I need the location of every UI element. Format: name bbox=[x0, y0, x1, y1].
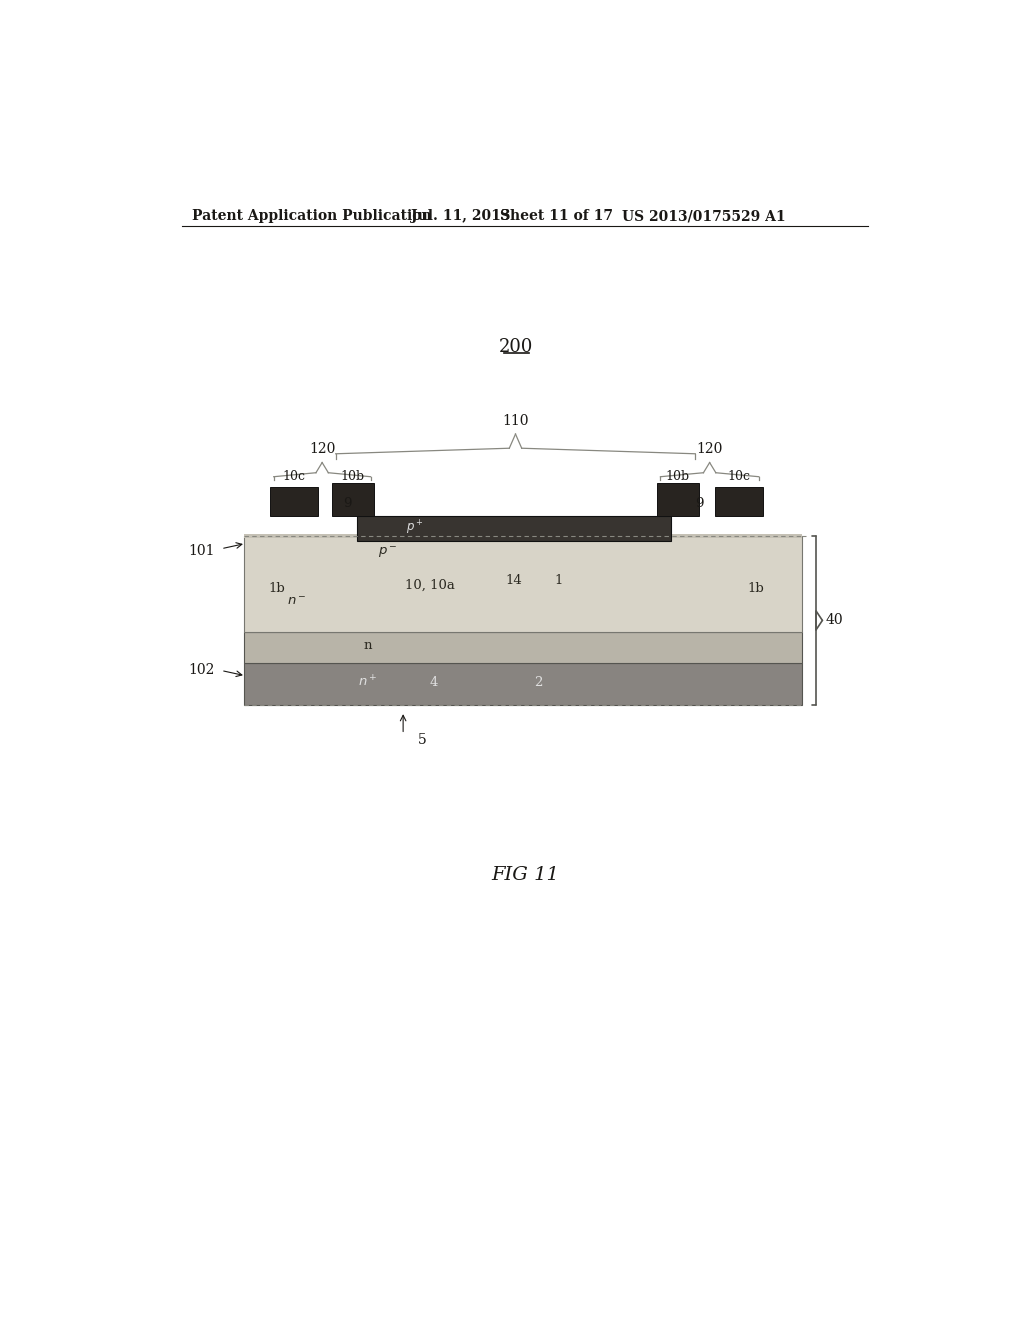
Text: 5: 5 bbox=[418, 733, 427, 747]
Text: FIG 11: FIG 11 bbox=[490, 866, 559, 883]
Text: 10c: 10c bbox=[283, 470, 305, 483]
Text: Sheet 11 of 17: Sheet 11 of 17 bbox=[500, 209, 613, 223]
Text: $p^+$: $p^+$ bbox=[406, 519, 424, 537]
Text: $p^-$: $p^-$ bbox=[378, 545, 397, 561]
Text: Patent Application Publication: Patent Application Publication bbox=[191, 209, 431, 223]
Text: 40: 40 bbox=[825, 614, 843, 627]
Text: 120: 120 bbox=[696, 442, 723, 457]
Text: $n^+$: $n^+$ bbox=[358, 675, 378, 689]
Text: 9: 9 bbox=[343, 496, 351, 510]
Bar bbox=[245, 663, 802, 705]
Text: 2: 2 bbox=[535, 676, 543, 689]
Bar bbox=[332, 483, 375, 516]
Bar bbox=[270, 487, 317, 516]
Text: 4: 4 bbox=[430, 676, 438, 689]
Text: 10c: 10c bbox=[727, 470, 751, 483]
Text: US 2013/0175529 A1: US 2013/0175529 A1 bbox=[623, 209, 786, 223]
Text: Jul. 11, 2013: Jul. 11, 2013 bbox=[411, 209, 510, 223]
Text: 1: 1 bbox=[554, 574, 562, 587]
Text: 10, 10a: 10, 10a bbox=[406, 579, 456, 593]
Text: n: n bbox=[364, 639, 373, 652]
Text: 10b: 10b bbox=[341, 470, 365, 483]
Text: 1b: 1b bbox=[748, 582, 764, 594]
Text: $n^-$: $n^-$ bbox=[287, 594, 307, 607]
Text: 14: 14 bbox=[506, 574, 522, 587]
Text: 10b: 10b bbox=[666, 470, 689, 483]
Text: 102: 102 bbox=[188, 664, 215, 677]
Bar bbox=[245, 632, 802, 663]
Text: 101: 101 bbox=[188, 544, 215, 558]
Bar bbox=[245, 536, 802, 632]
Text: 120: 120 bbox=[309, 442, 335, 457]
Bar bbox=[356, 516, 671, 541]
Bar bbox=[656, 483, 699, 516]
Text: 9: 9 bbox=[695, 496, 703, 510]
Text: 110: 110 bbox=[502, 414, 528, 428]
Text: 1b: 1b bbox=[268, 582, 285, 594]
Bar bbox=[715, 487, 763, 516]
Text: 200: 200 bbox=[499, 338, 532, 356]
Bar bbox=[245, 535, 802, 539]
